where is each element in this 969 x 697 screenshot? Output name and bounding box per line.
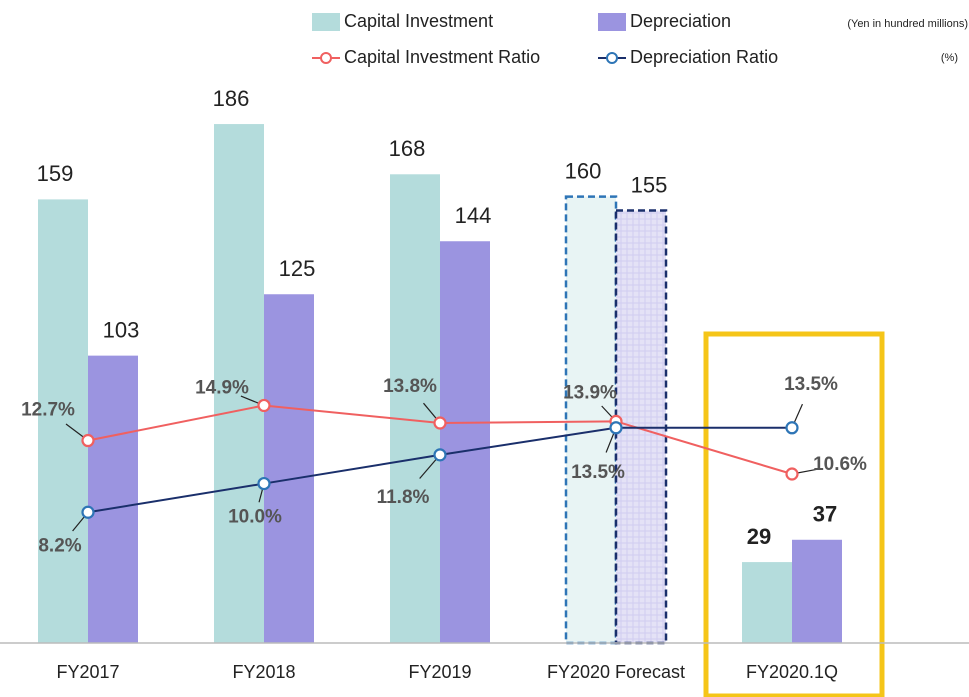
ratio-marker — [81, 505, 95, 519]
legend-label: Depreciation — [630, 11, 731, 31]
legend-marker — [320, 52, 332, 64]
units: (Yen in hundred millions) — [847, 18, 968, 30]
bar-value-label: 168 — [389, 136, 426, 161]
legend-label: Depreciation Ratio — [630, 47, 778, 67]
bar-value-label: 103 — [103, 317, 140, 342]
bar-value-label: 159 — [37, 161, 74, 186]
ratio-marker — [433, 448, 447, 462]
bar-value-label: 144 — [455, 203, 492, 228]
bar-value-label: 37 — [813, 502, 837, 527]
bar — [390, 174, 440, 643]
legend-marker — [606, 52, 618, 64]
bar — [38, 199, 88, 643]
bar — [564, 195, 618, 645]
ratio-label: 11.8% — [377, 487, 430, 508]
ratio-label: 8.2% — [38, 535, 81, 556]
ratio-marker — [433, 416, 447, 430]
bar — [264, 294, 314, 643]
ratio-label: 12.7% — [21, 400, 75, 421]
bar — [214, 124, 264, 643]
x-tick-label: FY2019 — [408, 662, 471, 682]
units2: (%) — [941, 52, 958, 64]
ratio-marker — [257, 476, 271, 491]
ratio-label: 10.6% — [813, 454, 867, 475]
bar-value-label: 125 — [279, 256, 316, 281]
legend-swatch — [312, 13, 340, 31]
ratio-marker — [785, 421, 799, 435]
ratio-label: 13.9% — [563, 382, 617, 403]
bar-value-label: 29 — [747, 524, 771, 549]
bar — [88, 355, 138, 643]
legend-label: Capital Investment — [344, 11, 493, 31]
bar-value-label: 155 — [631, 172, 668, 197]
ratio-label: 13.8% — [383, 376, 437, 397]
legend-swatch — [598, 13, 626, 31]
x-tick-label: FY2018 — [232, 662, 295, 682]
x-tick-label: FY2017 — [56, 662, 119, 682]
ratio-marker — [785, 467, 799, 481]
ratio-label: 14.9% — [195, 377, 249, 398]
ratio-label: 10.0% — [228, 507, 282, 528]
x-tick-label: FY2020.1Q — [746, 662, 838, 682]
legend-label: Capital Investment Ratio — [344, 47, 540, 67]
bar — [792, 539, 842, 643]
ratio-label: 13.5% — [571, 462, 625, 483]
bar — [742, 562, 792, 643]
ratio-marker — [609, 421, 623, 435]
ratio-marker — [257, 398, 271, 413]
ratio-marker — [81, 433, 95, 448]
x-tick-label: FY2020 Forecast — [547, 662, 685, 682]
ratio-label: 13.5% — [784, 374, 838, 395]
highlight-box — [703, 331, 885, 697]
bar-value-label: 160 — [565, 158, 602, 183]
bar-value-label: 186 — [213, 86, 250, 111]
bar — [440, 241, 490, 644]
